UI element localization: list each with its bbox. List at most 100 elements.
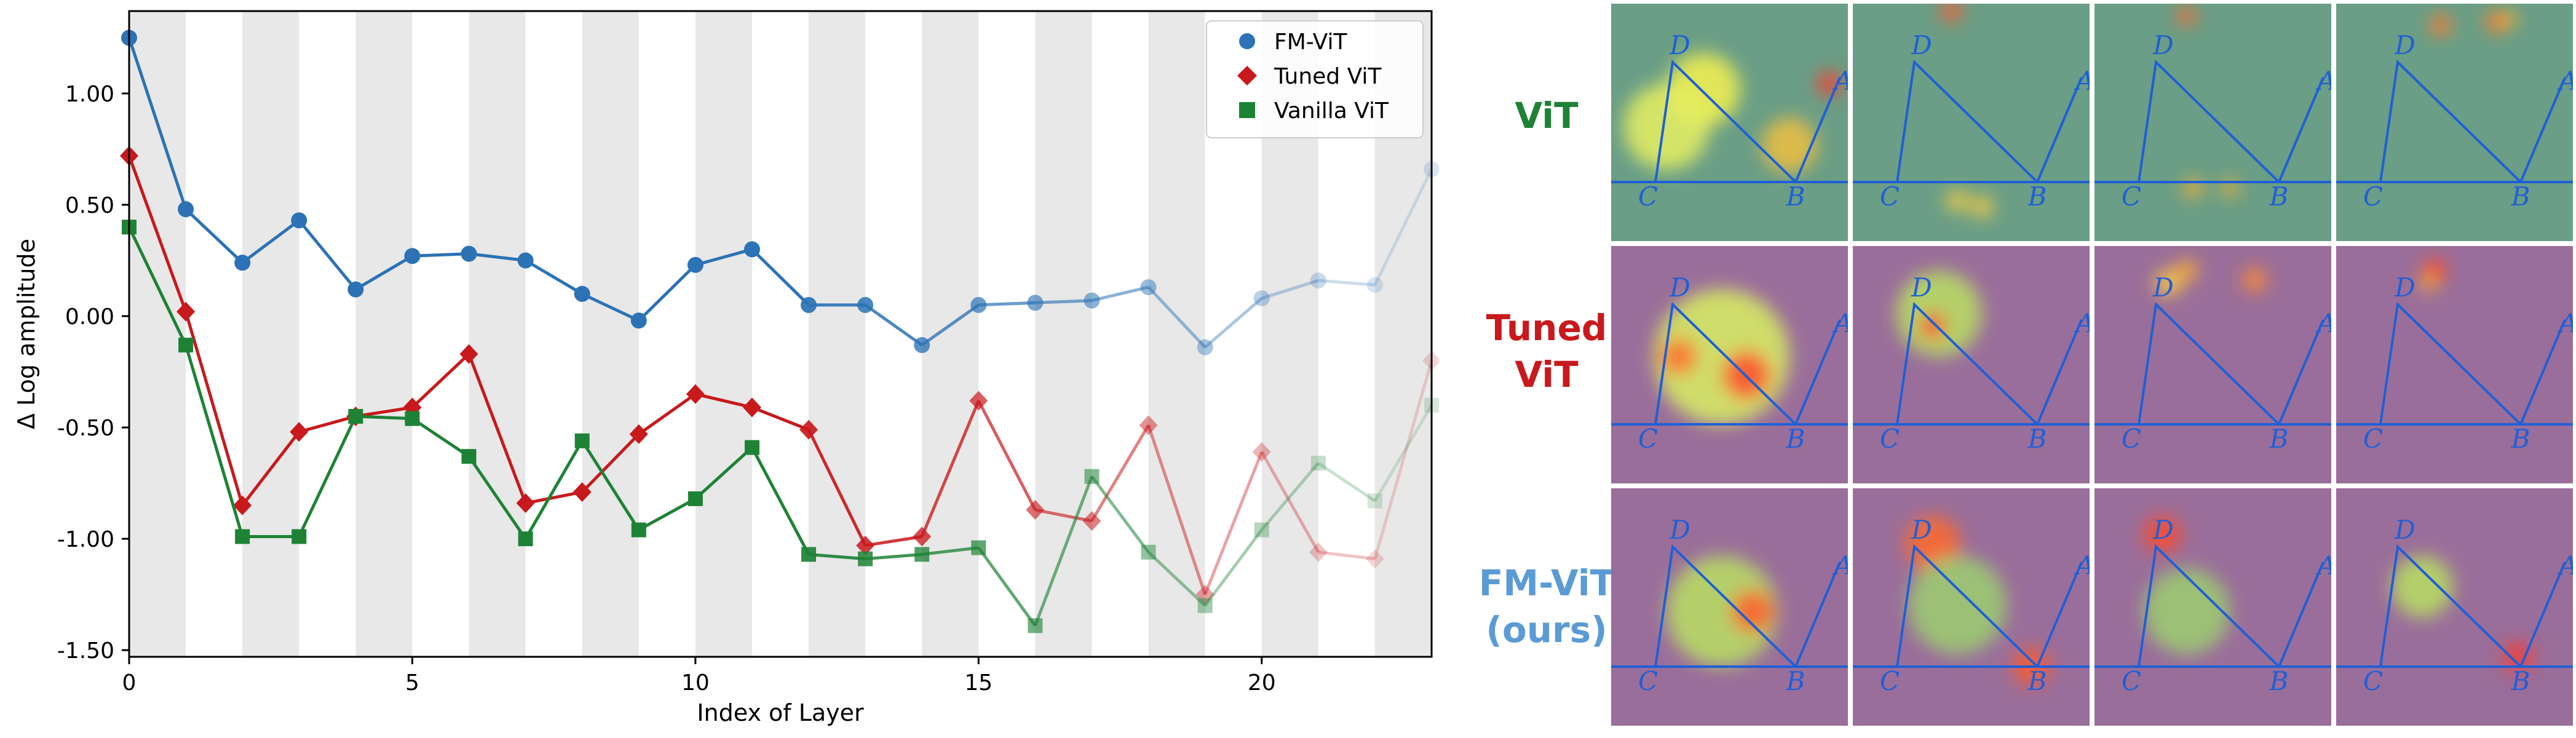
data-point [404,248,421,264]
series-segment [184,311,244,506]
triangle-dcb [1896,544,2039,668]
heatmap-cell: D A C B [1853,4,2090,241]
data-point [1026,500,1045,520]
series-segment [921,303,980,347]
point-label: C [1880,424,1900,454]
data-point [1254,522,1269,538]
y-tick-label: -1.50 [57,638,114,664]
series-segment [1317,461,1376,502]
heatmap-cell: D A C B [2336,246,2573,483]
heat-spot [1896,271,1982,357]
heat-spots [1940,4,1993,218]
heatmap-image: D A C B [1611,515,1848,696]
heatmap-image: D A C B [2094,515,2331,696]
segment-ba [1794,561,1841,667]
heatmap-image: D A C B [2336,515,2573,696]
segment-ba [2519,561,2566,667]
point-label: B [2511,424,2530,454]
y-tick-label: 0.50 [65,193,114,218]
triangle-dcb [2138,544,2280,668]
point-label: D [2152,272,2174,303]
series-segment [469,252,526,263]
background-band [695,11,752,657]
heatmap-image: D A C B [1853,4,2090,218]
series-segment [581,433,640,493]
data-point [1197,598,1213,613]
legend-marker-vanilla-vit [1239,102,1255,118]
data-point [574,433,590,448]
data-point [1310,456,1326,470]
point-label: A [2557,550,2573,581]
heatmap-cell: D A C B [2094,246,2331,483]
series-segment [977,547,1037,627]
series-segment [638,497,697,531]
triangle-dcb [2379,59,2522,183]
data-point [970,296,987,313]
point-label: B [2269,424,2289,454]
data-point [291,529,307,544]
heatmap-image: D A C B [1853,271,2090,454]
point-label: A [2557,308,2573,338]
x-tick-label: 0 [122,670,137,696]
point-label: C [2363,424,2383,454]
heatmap-cell: D A C B [1611,488,1848,726]
row-label-fm-vit: FM-ViT (ours) [1478,562,1615,651]
data-point [517,252,534,269]
heat-spot [2144,568,2230,654]
point-label: C [2122,424,2141,454]
legend-label-tuned-vit: Tuned ViT [1274,64,1382,89]
background-band [582,11,639,657]
series-segment [355,406,413,418]
segment-ba [2519,319,2566,425]
triangle-dcb [1654,544,1797,668]
heatmap-cell: D A C B [2336,4,2573,241]
heatmap-image: D A C B [2336,10,2573,212]
point-label: A [1832,66,1848,96]
point-label: C [2122,181,2141,212]
data-point [687,256,703,273]
data-point [178,201,194,218]
data-point [857,296,874,313]
series-segment [750,446,810,555]
data-point [1141,544,1156,560]
point-label: B [2511,666,2530,696]
triangle-dcb [2138,301,2280,426]
heat-spots [1654,289,1789,424]
background-band [809,11,866,657]
series-segment [1034,475,1093,627]
series-segment [1090,424,1150,522]
row-label-vit: ViT [1515,95,1579,137]
series-segment [638,392,697,435]
point-label: A [1832,550,1848,581]
heat-spot [1946,189,1968,212]
data-point [913,526,932,547]
heatmap-cell: D A C B [2094,4,2331,241]
series-segment [184,344,244,538]
series-segment [1147,286,1207,349]
heat-spot [1731,590,1774,633]
series-segment [864,303,923,347]
series-segment [977,400,1037,511]
data-point [801,547,817,562]
point-label: D [1669,30,1690,60]
data-point [799,419,818,440]
point-label: B [1786,424,1805,454]
data-point [1253,290,1270,307]
triangle-dcb [2379,301,2522,426]
series-segment [241,219,300,264]
heat-spots [1666,556,1777,667]
series-segment [1090,475,1150,554]
heat-spot [2392,556,2453,617]
data-point [1367,493,1382,509]
data-point [858,551,873,566]
data-point [574,285,590,302]
legend-marker-tuned-vit [1237,66,1257,85]
heatmap-image: D A C B [2094,260,2331,454]
heatmap-cell: D A C B [1853,246,2090,483]
data-point [629,424,648,444]
heat-spot [1666,556,1777,667]
series-segment [298,219,357,291]
series-segment [638,263,697,322]
x-axis-label: Index of Layer [697,699,864,726]
heat-spots [2177,6,2238,198]
